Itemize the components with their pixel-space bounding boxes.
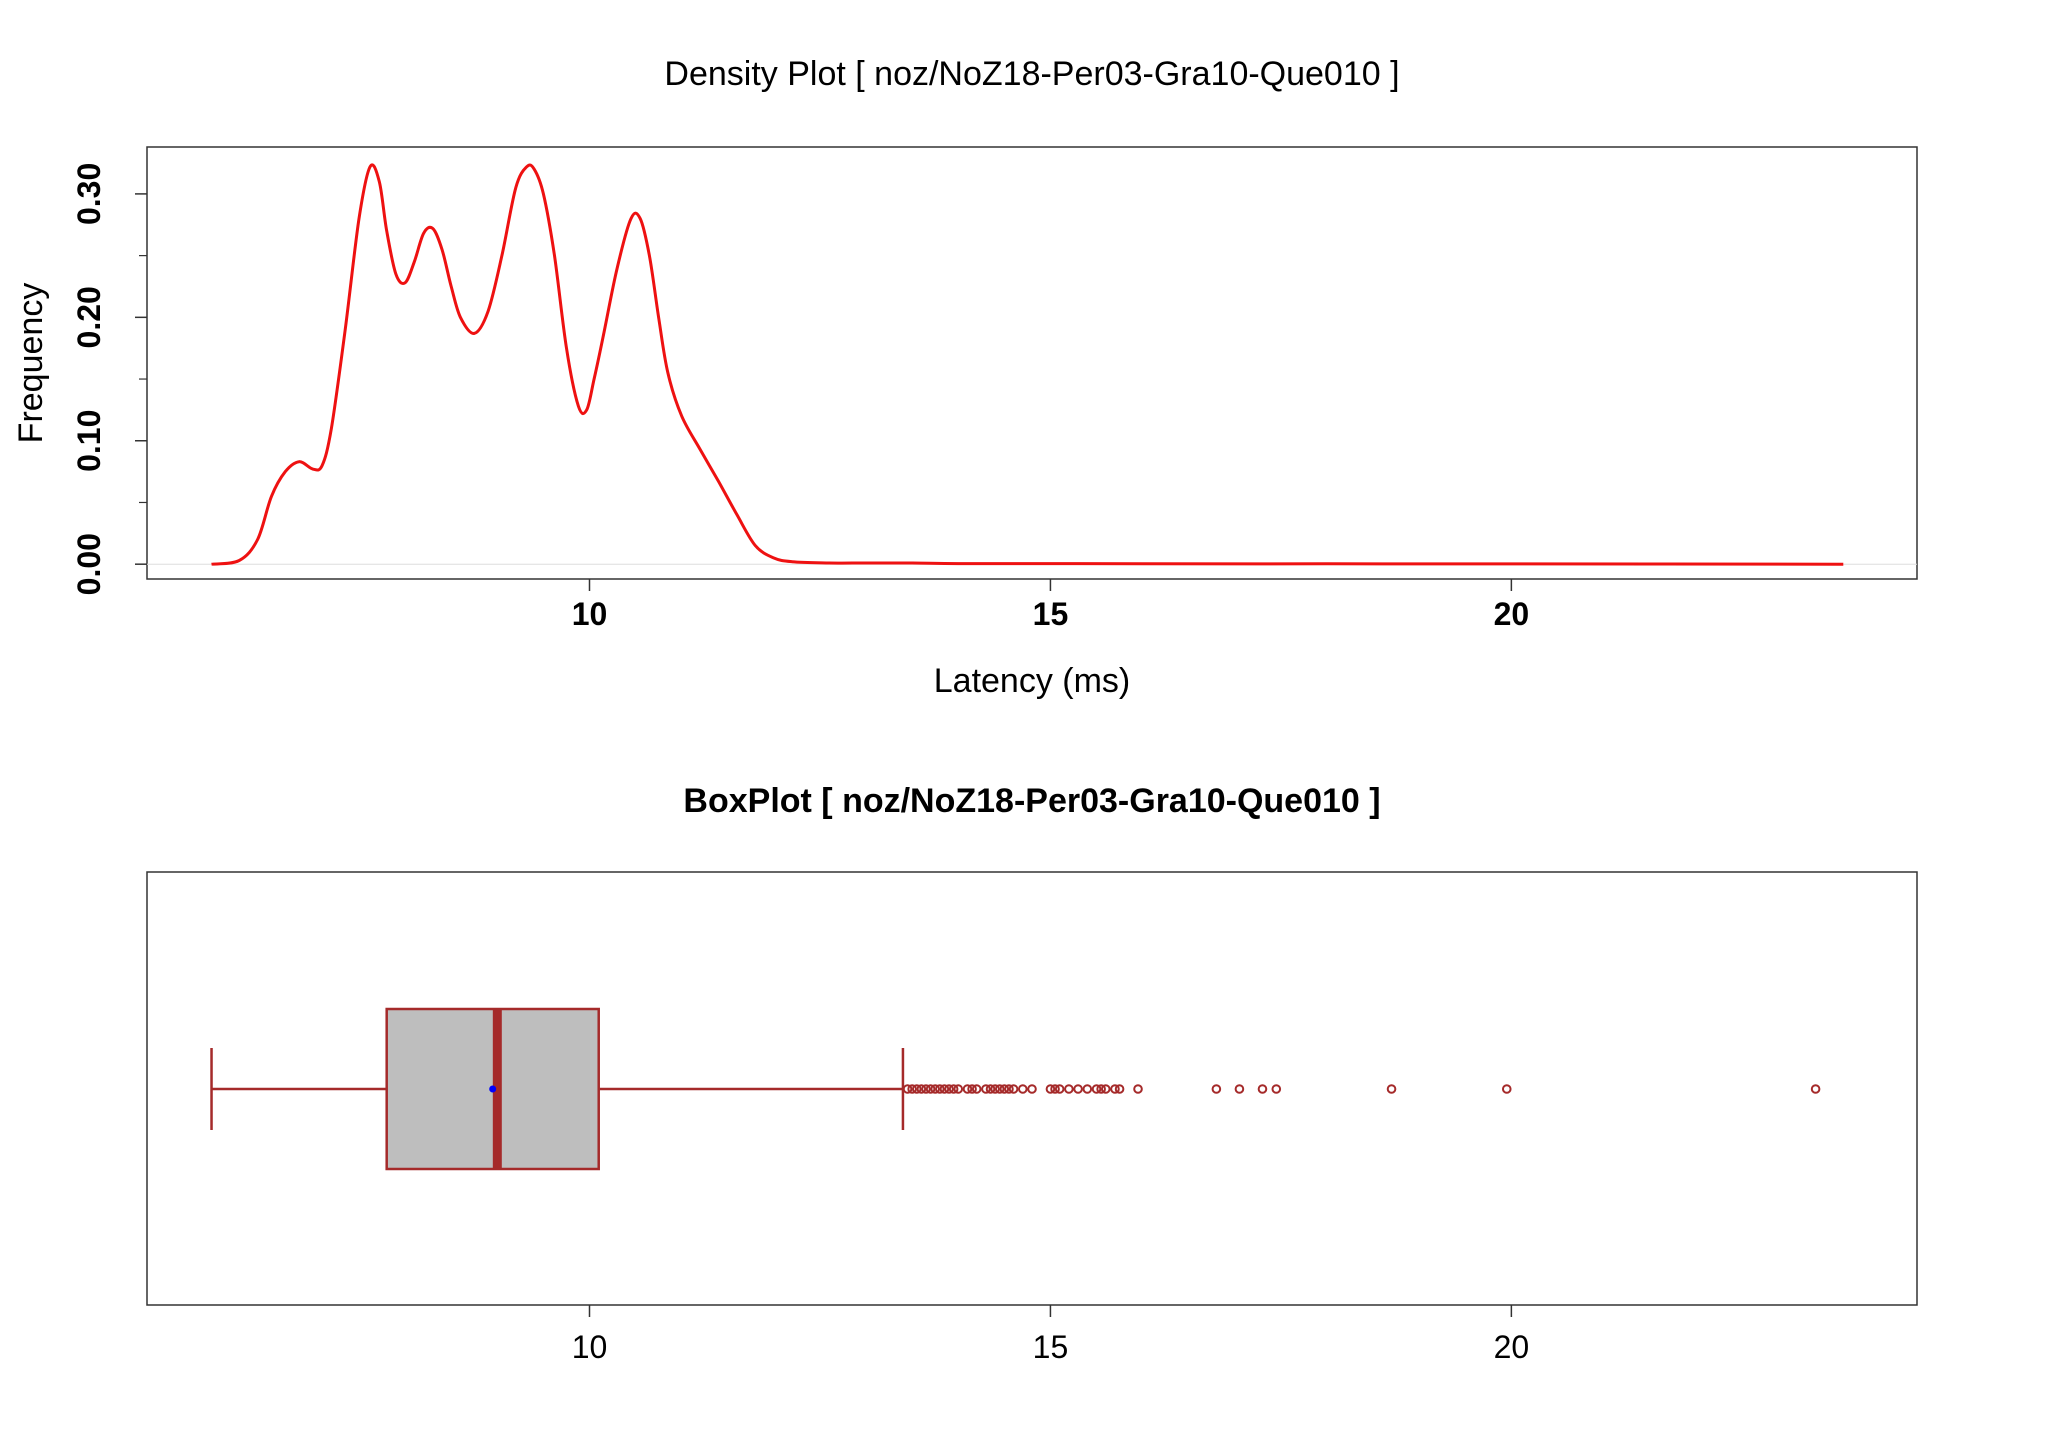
outlier-point [985, 1084, 996, 1094]
outlier-point [1501, 1084, 1512, 1094]
density-y-axis-label: Frequency [12, 283, 50, 444]
outlier-point [1234, 1084, 1245, 1094]
outlier-point [1271, 1084, 1282, 1094]
density-plot: Density Plot [ noz/NoZ18-Per03-Gra10-Que… [12, 55, 1918, 700]
density-y-tick-label: 0.20 [71, 286, 107, 348]
density-x-tick-label: 15 [1033, 596, 1069, 632]
outlier-point [944, 1084, 954, 1094]
density-y-tick-label: 0.00 [71, 533, 107, 595]
outlier-point [981, 1084, 991, 1094]
outlier-point [1027, 1084, 1037, 1094]
outlier-point [1110, 1084, 1120, 1094]
outlier-point [1100, 1084, 1111, 1094]
density-x-tick-label: 10 [572, 596, 608, 632]
outlier-point [1064, 1084, 1074, 1094]
outlier-point [1114, 1084, 1125, 1094]
outlier-point [1082, 1084, 1093, 1094]
density-x-tick-label: 20 [1494, 596, 1530, 632]
outlier-point [962, 1084, 973, 1094]
density-y-tick-label: 0.10 [71, 410, 107, 472]
outlier-point [1211, 1084, 1222, 1094]
outlier-point [1045, 1084, 1056, 1094]
box-x-tick-label: 10 [572, 1329, 608, 1365]
outlier-point [1810, 1084, 1821, 1094]
outlier-point [994, 1084, 1005, 1094]
outlier-point [1096, 1084, 1106, 1094]
box-marks [210, 1007, 1821, 1171]
density-series-line [211, 163, 1844, 566]
density-plot-title: Density Plot [ noz/NoZ18-Per03-Gra10-Que… [664, 55, 1399, 93]
outlier-point [1004, 1084, 1014, 1094]
outlier-point [1017, 1084, 1028, 1094]
outlier-point [907, 1084, 917, 1094]
outlier-point [935, 1084, 945, 1094]
density-x-axis-label: Latency (ms) [934, 662, 1131, 700]
outlier-point [948, 1084, 959, 1094]
outlier-point [939, 1084, 950, 1094]
outlier-point [1386, 1084, 1397, 1094]
outlier-point [971, 1084, 982, 1094]
density-y-axis: 0.00 0.10 0.20 0.30 [71, 163, 147, 595]
outlier-point [990, 1084, 1000, 1094]
outlier-point [902, 1084, 913, 1094]
outlier-point [967, 1084, 977, 1094]
box-x-axis: 10 15 20 [572, 1305, 1529, 1365]
density-y-tick-label: 0.30 [71, 163, 107, 225]
outlier-point [999, 1084, 1010, 1094]
outlier-point [916, 1084, 927, 1094]
box-plot: BoxPlot [ noz/NoZ18-Per03-Gra10-Que010 ]… [146, 782, 1918, 1365]
outlier-point [925, 1084, 936, 1094]
box-x-tick-label: 20 [1494, 1329, 1530, 1365]
outlier-point [930, 1084, 941, 1094]
box-plot-frame [146, 871, 1918, 1306]
outlier-point [1091, 1084, 1102, 1094]
box-x-tick-label: 15 [1033, 1329, 1069, 1365]
outlier-point [911, 1084, 922, 1094]
outlier-point [1008, 1084, 1019, 1094]
outlier-point [953, 1084, 964, 1094]
outlier-point [1073, 1084, 1083, 1094]
outlier-point [1257, 1084, 1268, 1094]
outlier-point [1050, 1084, 1060, 1094]
outlier-point [921, 1084, 931, 1094]
mean-point [489, 1085, 497, 1093]
outlier-point [1054, 1084, 1065, 1094]
box-plot-title: BoxPlot [ noz/NoZ18-Per03-Gra10-Que010 ] [683, 782, 1380, 820]
density-x-axis: 10 15 20 [572, 579, 1529, 632]
outlier-point [1133, 1084, 1143, 1094]
density-plot-frame [146, 146, 1918, 580]
